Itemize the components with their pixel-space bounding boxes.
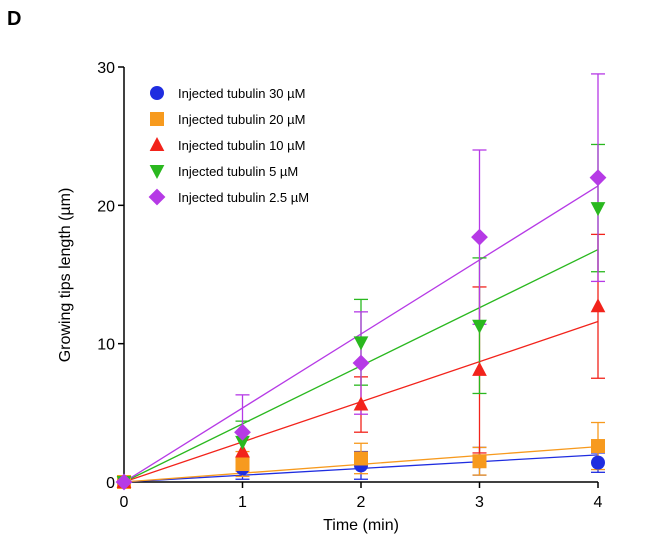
legend-marker-2 <box>149 136 165 151</box>
data-point-series-1 <box>235 457 250 472</box>
legend-label-2: Injected tubulin 10 µM <box>178 138 305 153</box>
y-tick-label: 0 <box>106 475 115 492</box>
error-bars <box>235 73 605 480</box>
data-point-series-4 <box>352 354 370 372</box>
x-tick-label: 4 <box>594 494 603 511</box>
legend: Injected tubulin 30 µM Injected tubulin 2… <box>148 86 309 206</box>
y-tick-label: 10 <box>97 337 115 354</box>
data-point-series-4 <box>234 423 251 441</box>
x-tick-label: 0 <box>120 494 129 511</box>
x-tick-label: 2 <box>357 494 366 511</box>
x-tick-label: 1 <box>238 494 247 511</box>
legend-marker-1 <box>150 112 164 126</box>
data-point-series-2 <box>353 396 369 411</box>
data-point-series-2 <box>472 361 487 376</box>
data-point-series-4 <box>115 473 133 491</box>
data-point-series-3 <box>472 319 487 334</box>
legend-marker-3 <box>149 165 165 180</box>
data-points <box>115 169 607 491</box>
legend-label-4: Injected tubulin 2.5 µM <box>178 190 309 205</box>
axes: 0 1 2 3 4 0 10 20 30 <box>97 60 602 511</box>
y-axis-label: Growing tips length (µm) <box>57 188 74 363</box>
data-point-series-2 <box>235 443 250 458</box>
data-point-series-3 <box>353 336 369 351</box>
data-point-series-2 <box>590 298 606 313</box>
data-point-series-0 <box>591 455 605 470</box>
data-point-series-3 <box>235 435 250 450</box>
x-tick-label: 3 <box>475 494 484 511</box>
legend-label-1: Injected tubulin 20 µM <box>178 112 305 127</box>
legend-label-0: Injected tubulin 30 µM <box>178 86 305 101</box>
data-point-series-3 <box>590 202 606 217</box>
data-point-series-1 <box>472 454 487 469</box>
data-point-series-1 <box>354 451 368 466</box>
data-point-series-4 <box>471 228 488 246</box>
x-axis-label: Time (min) <box>323 517 399 534</box>
legend-marker-0 <box>150 86 164 100</box>
y-tick-label: 20 <box>97 198 115 215</box>
legend-label-3: Injected tubulin 5 µM <box>178 164 298 179</box>
data-point-series-1 <box>591 439 605 454</box>
legend-marker-4 <box>148 188 166 206</box>
data-point-series-4 <box>589 169 607 187</box>
panel-label: D <box>7 8 22 30</box>
y-tick-label: 30 <box>97 60 115 77</box>
